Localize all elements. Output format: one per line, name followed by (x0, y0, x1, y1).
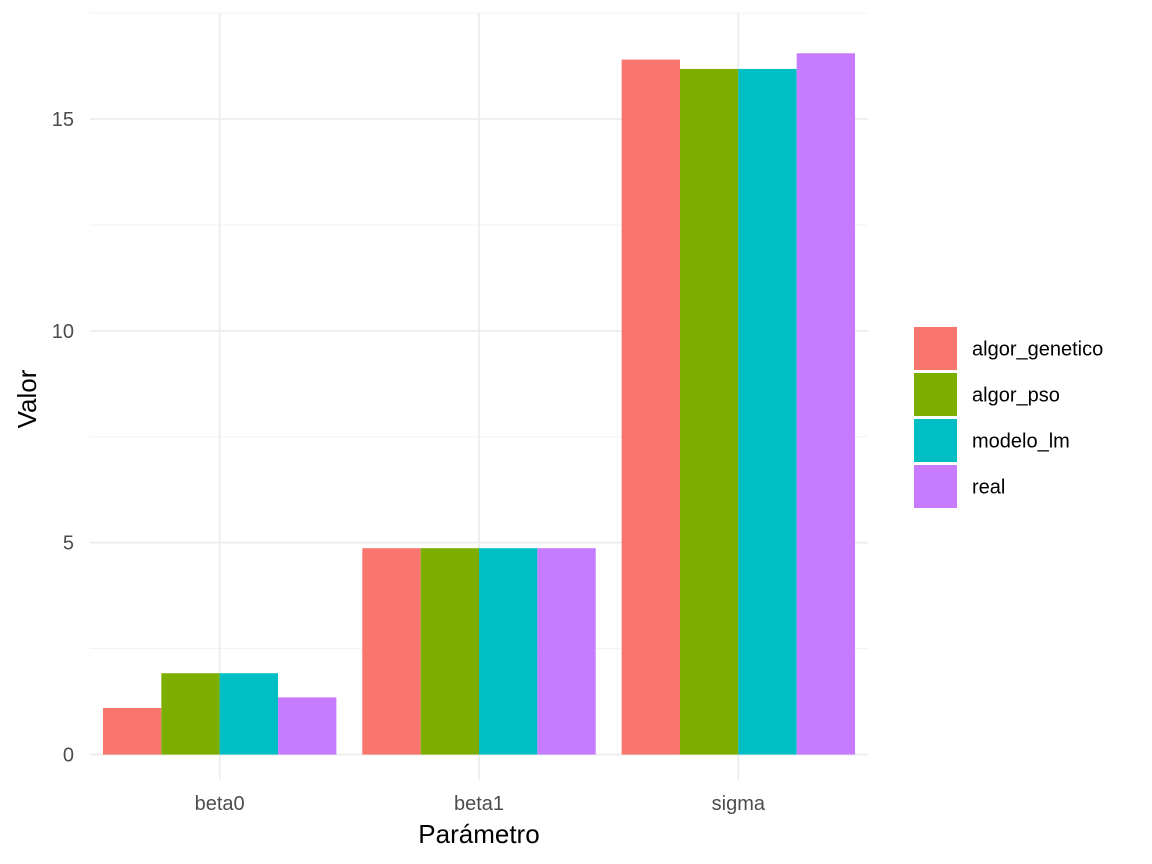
y-axis-title: Valor (12, 369, 42, 428)
legend-key-real (914, 465, 957, 508)
bar-real-sigma (796, 53, 856, 755)
legend-key-algor_pso (914, 373, 957, 416)
bar-algor_genetico-beta1 (362, 548, 421, 755)
y-tick-label: 10 (52, 321, 74, 343)
bar-modelo_lm-sigma (738, 68, 797, 755)
legend-key-algor_genetico (914, 327, 957, 370)
bar-algor_pso-beta1 (420, 548, 479, 755)
y-tick-label: 15 (52, 109, 74, 131)
x-axis-tick-labels: beta0 beta1 sigma (195, 793, 766, 815)
bars (102, 53, 856, 755)
legend-label: algor_pso (972, 385, 1060, 407)
bar-algor_pso-beta0 (161, 673, 220, 755)
bar-modelo_lm-beta0 (219, 673, 279, 755)
y-axis-tick-labels: 0 5 10 15 (52, 109, 74, 767)
bar-real-beta0 (278, 697, 337, 755)
legend-label: algor_genetico (972, 339, 1103, 361)
bar-algor_genetico-beta0 (102, 707, 162, 755)
legend-label: real (972, 477, 1005, 499)
x-tick-label: beta1 (454, 793, 504, 815)
bar-real-beta1 (537, 548, 596, 755)
x-tick-label: beta0 (195, 793, 245, 815)
y-tick-label: 0 (63, 745, 74, 767)
bar-algor_pso-sigma (679, 68, 739, 755)
x-axis-title: Parámetro (418, 819, 539, 849)
y-tick-label: 5 (63, 533, 74, 555)
legend-key-modelo_lm (914, 419, 957, 462)
legend-label: modelo_lm (972, 431, 1070, 453)
bar-algor_genetico-sigma (621, 59, 680, 755)
bar-modelo_lm-beta1 (479, 548, 538, 755)
x-tick-label: sigma (712, 793, 766, 815)
